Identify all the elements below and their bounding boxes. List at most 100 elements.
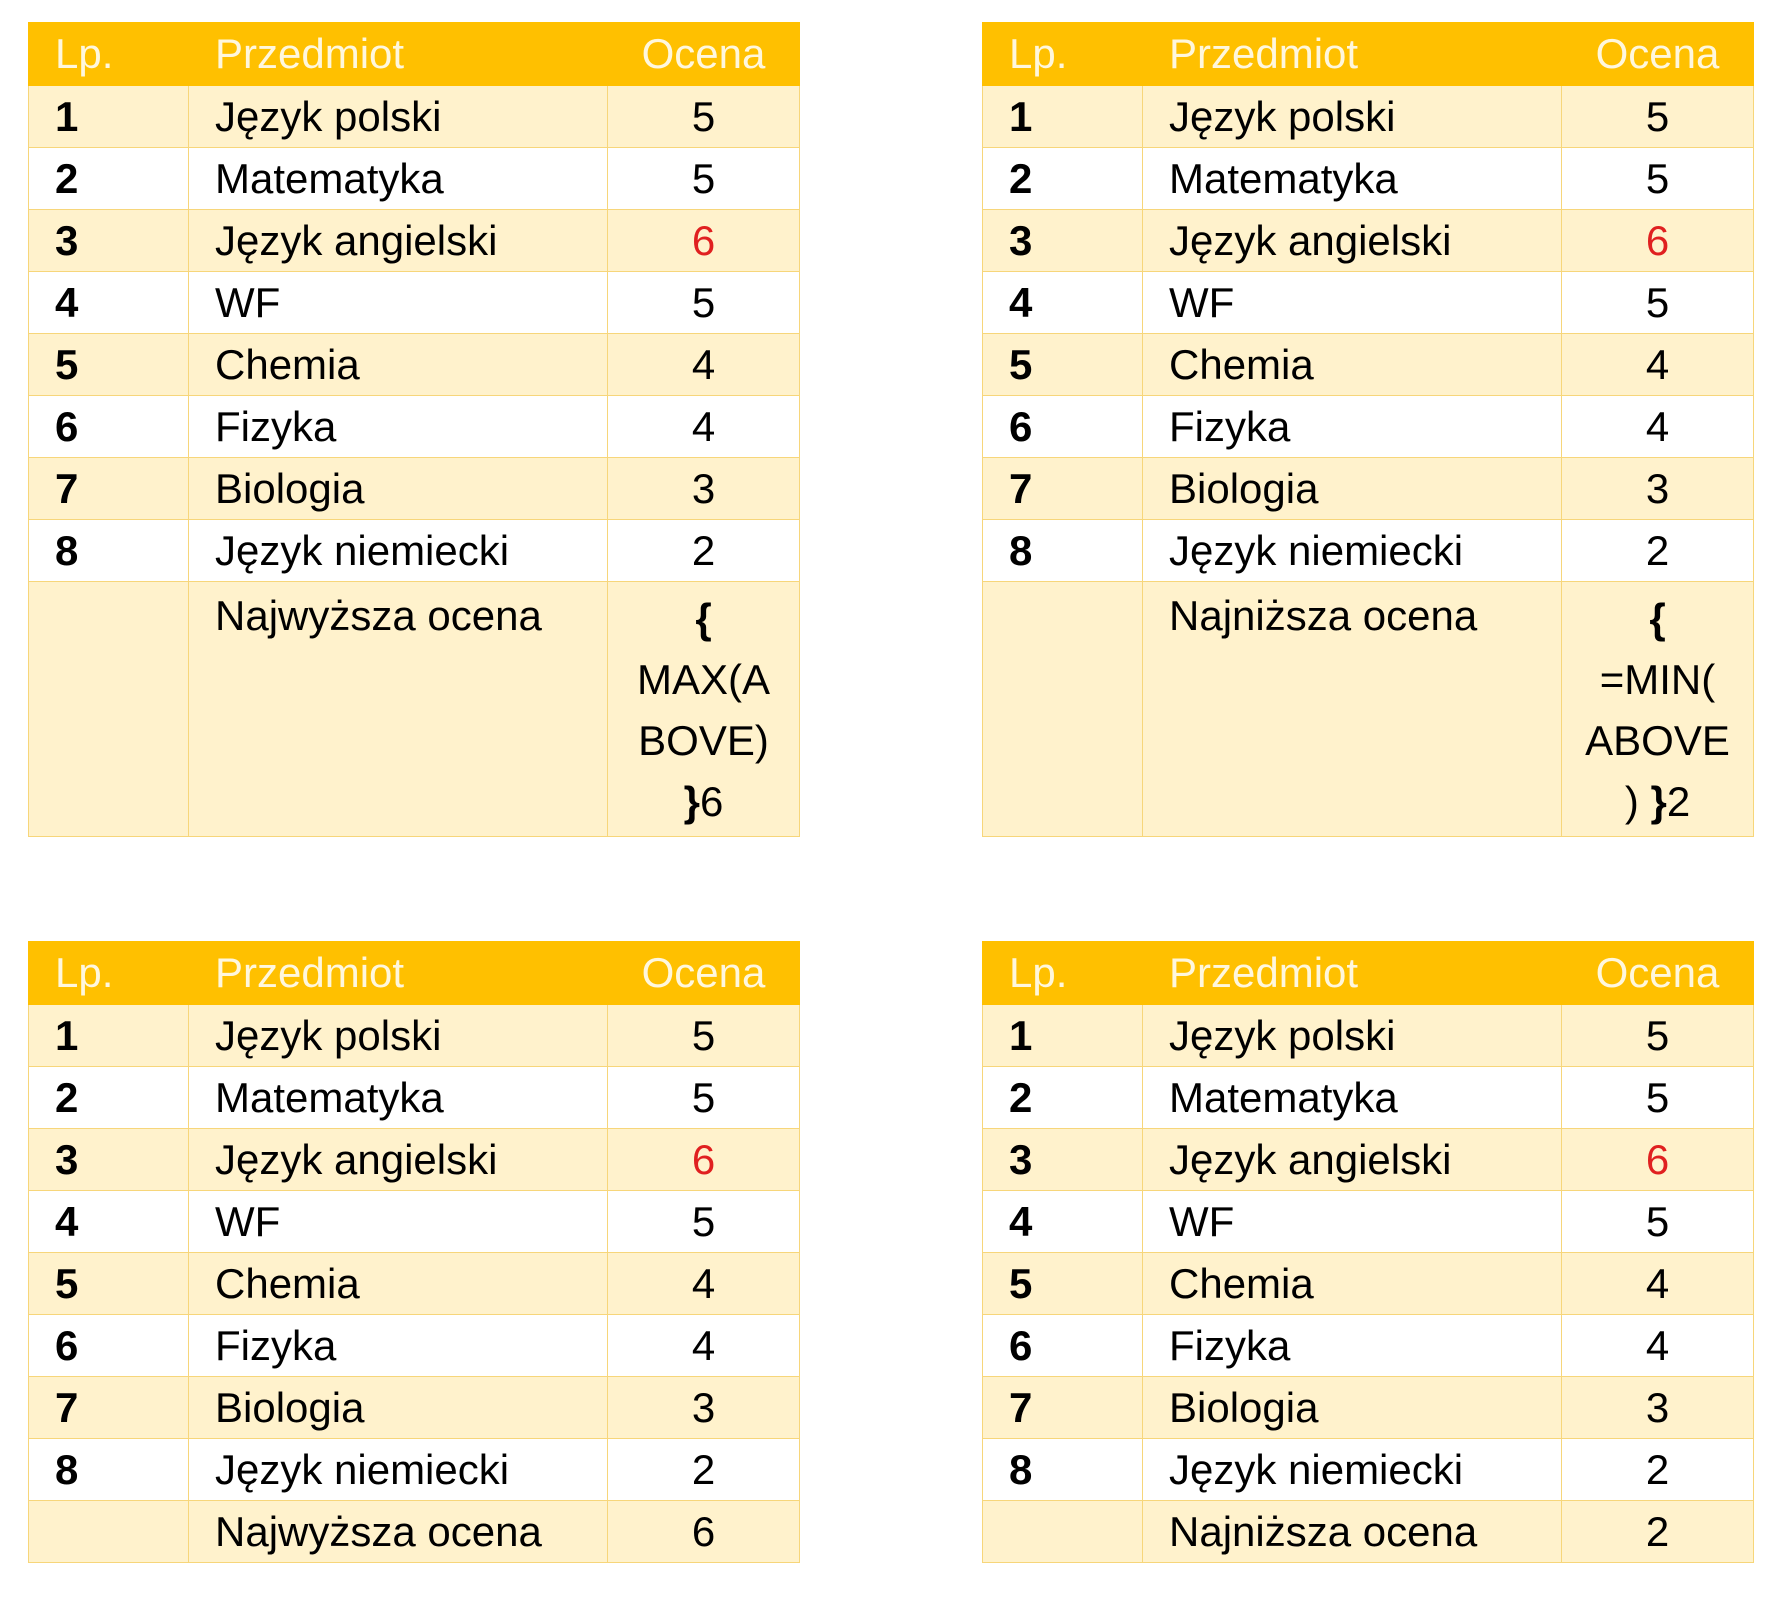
row-subject: WF <box>188 271 608 334</box>
row-number: 2 <box>28 147 189 210</box>
row-subject: Fizyka <box>1142 395 1562 458</box>
grades-table-min-result: Lp. Przedmiot Ocena 1 Język polski 5 2 Matematy… <box>982 941 1754 1563</box>
header-subject: Przedmiot <box>1142 941 1562 1005</box>
row-grade: 6 <box>1561 209 1754 272</box>
formula-line: 2 <box>1562 1508 1753 1556</box>
row-grade: 4 <box>607 1314 800 1377</box>
row-number: 6 <box>982 1314 1143 1377</box>
formula-line: BOVE) <box>608 710 799 771</box>
grades-table-max-formula: Lp. Przedmiot Ocena 1 Język polski 5 2 Matematy… <box>28 22 800 837</box>
summary-row: Najwyższa ocena{MAX(A BOVE)}6 <box>28 581 800 837</box>
row-number: 7 <box>28 457 189 520</box>
row-number: 5 <box>28 1252 189 1315</box>
row-grade: 6 <box>607 209 800 272</box>
formula-text: =MIN( <box>1599 656 1716 703</box>
table-row: 7 Biologia 3 <box>28 457 800 520</box>
row-subject: WF <box>1142 271 1562 334</box>
row-subject: Chemia <box>1142 1252 1562 1315</box>
summary-empty-cell <box>982 1500 1143 1563</box>
row-grade: 2 <box>1561 1438 1754 1501</box>
header-row: Lp. Przedmiot Ocena <box>28 22 800 86</box>
row-grade: 5 <box>607 1004 800 1067</box>
table-row: 6 Fizyka 4 <box>28 1314 800 1377</box>
row-grade: 2 <box>607 1438 800 1501</box>
formula-line: ABOVE <box>1562 710 1753 771</box>
formula-text: 2 <box>1645 1507 1670 1555</box>
row-number: 3 <box>982 1128 1143 1191</box>
row-grade: 5 <box>1561 271 1754 334</box>
row-subject: Język niemiecki <box>188 519 608 582</box>
summary-row: Najniższa ocena{=MIN(ABOVE) }2 <box>982 581 1754 837</box>
row-number: 5 <box>28 333 189 396</box>
row-grade: 4 <box>607 1252 800 1315</box>
formula-line: MAX(A <box>608 649 799 710</box>
table-row: 2 Matematyka 5 <box>28 1066 800 1129</box>
field-brace: } <box>683 778 700 825</box>
row-grade: 5 <box>607 85 800 148</box>
field-brace: { <box>695 595 712 642</box>
row-grade: 4 <box>1561 1314 1754 1377</box>
summary-label: Najwyższa ocena <box>188 1500 608 1563</box>
row-number: 8 <box>982 519 1143 582</box>
row-subject: Język polski <box>1142 1004 1562 1067</box>
header-lp: Lp. <box>28 22 189 86</box>
table-row: 4 WF 5 <box>982 1190 1754 1253</box>
row-subject: Matematyka <box>188 147 608 210</box>
summary-row: Najwyższa ocena 6 <box>28 1500 800 1563</box>
row-subject: Fizyka <box>188 395 608 458</box>
header-lp: Lp. <box>982 22 1143 86</box>
row-subject: Język polski <box>1142 85 1562 148</box>
row-grade: 5 <box>607 1066 800 1129</box>
row-grade: 6 <box>1561 1128 1754 1191</box>
formula-line: 6 <box>608 1508 799 1556</box>
row-subject: Język angielski <box>188 209 608 272</box>
row-subject: Fizyka <box>188 1314 608 1377</box>
row-subject: Język niemiecki <box>188 1438 608 1501</box>
formula-text: ABOVE <box>1585 717 1730 764</box>
formula-line: }6 <box>608 771 799 832</box>
grades-table-min-formula: Lp. Przedmiot Ocena 1 Język polski 5 2 Matematy… <box>982 22 1754 837</box>
row-number: 7 <box>982 457 1143 520</box>
table-row: 6 Fizyka 4 <box>982 395 1754 458</box>
formula-text: 6 <box>700 778 724 825</box>
row-grade: 6 <box>607 1128 800 1191</box>
header-row: Lp. Przedmiot Ocena <box>28 941 800 1005</box>
table-row: 6 Fizyka 4 <box>28 395 800 458</box>
row-grade: 2 <box>607 519 800 582</box>
row-number: 3 <box>28 1128 189 1191</box>
summary-empty-cell <box>28 1500 189 1563</box>
row-subject: Biologia <box>1142 1376 1562 1439</box>
formula-text: 2 <box>1666 778 1691 825</box>
table-row: 1 Język polski 5 <box>982 85 1754 148</box>
row-number: 1 <box>982 85 1143 148</box>
table-row: 8 Język niemiecki 2 <box>28 1438 800 1501</box>
formula-text: ) <box>1624 778 1651 825</box>
row-number: 5 <box>982 333 1143 396</box>
table-row: 2 Matematyka 5 <box>982 147 1754 210</box>
table-row: 4 WF 5 <box>28 271 800 334</box>
formula-line: =MIN( <box>1562 649 1753 710</box>
row-subject: Matematyka <box>188 1066 608 1129</box>
header-subject: Przedmiot <box>188 22 608 86</box>
header-grade: Ocena <box>1561 22 1754 86</box>
row-grade: 4 <box>607 395 800 458</box>
header-row: Lp. Przedmiot Ocena <box>982 941 1754 1005</box>
header-lp: Lp. <box>28 941 189 1005</box>
table-row: 8 Język niemiecki 2 <box>982 1438 1754 1501</box>
header-grade: Ocena <box>607 941 800 1005</box>
table-row: 5 Chemia 4 <box>28 333 800 396</box>
row-number: 8 <box>982 1438 1143 1501</box>
row-grade: 2 <box>1561 519 1754 582</box>
table-row: 8 Język niemiecki 2 <box>982 519 1754 582</box>
row-grade: 3 <box>607 457 800 520</box>
table-row: 5 Chemia 4 <box>982 333 1754 396</box>
row-subject: Język niemiecki <box>1142 519 1562 582</box>
header-grade: Ocena <box>607 22 800 86</box>
row-number: 1 <box>982 1004 1143 1067</box>
row-grade: 4 <box>607 333 800 396</box>
formula-text: MAX(A <box>636 656 770 703</box>
row-number: 6 <box>28 1314 189 1377</box>
grades-table-max-result: Lp. Przedmiot Ocena 1 Język polski 5 2 Matematy… <box>28 941 800 1563</box>
row-grade: 5 <box>607 147 800 210</box>
row-subject: WF <box>1142 1190 1562 1253</box>
